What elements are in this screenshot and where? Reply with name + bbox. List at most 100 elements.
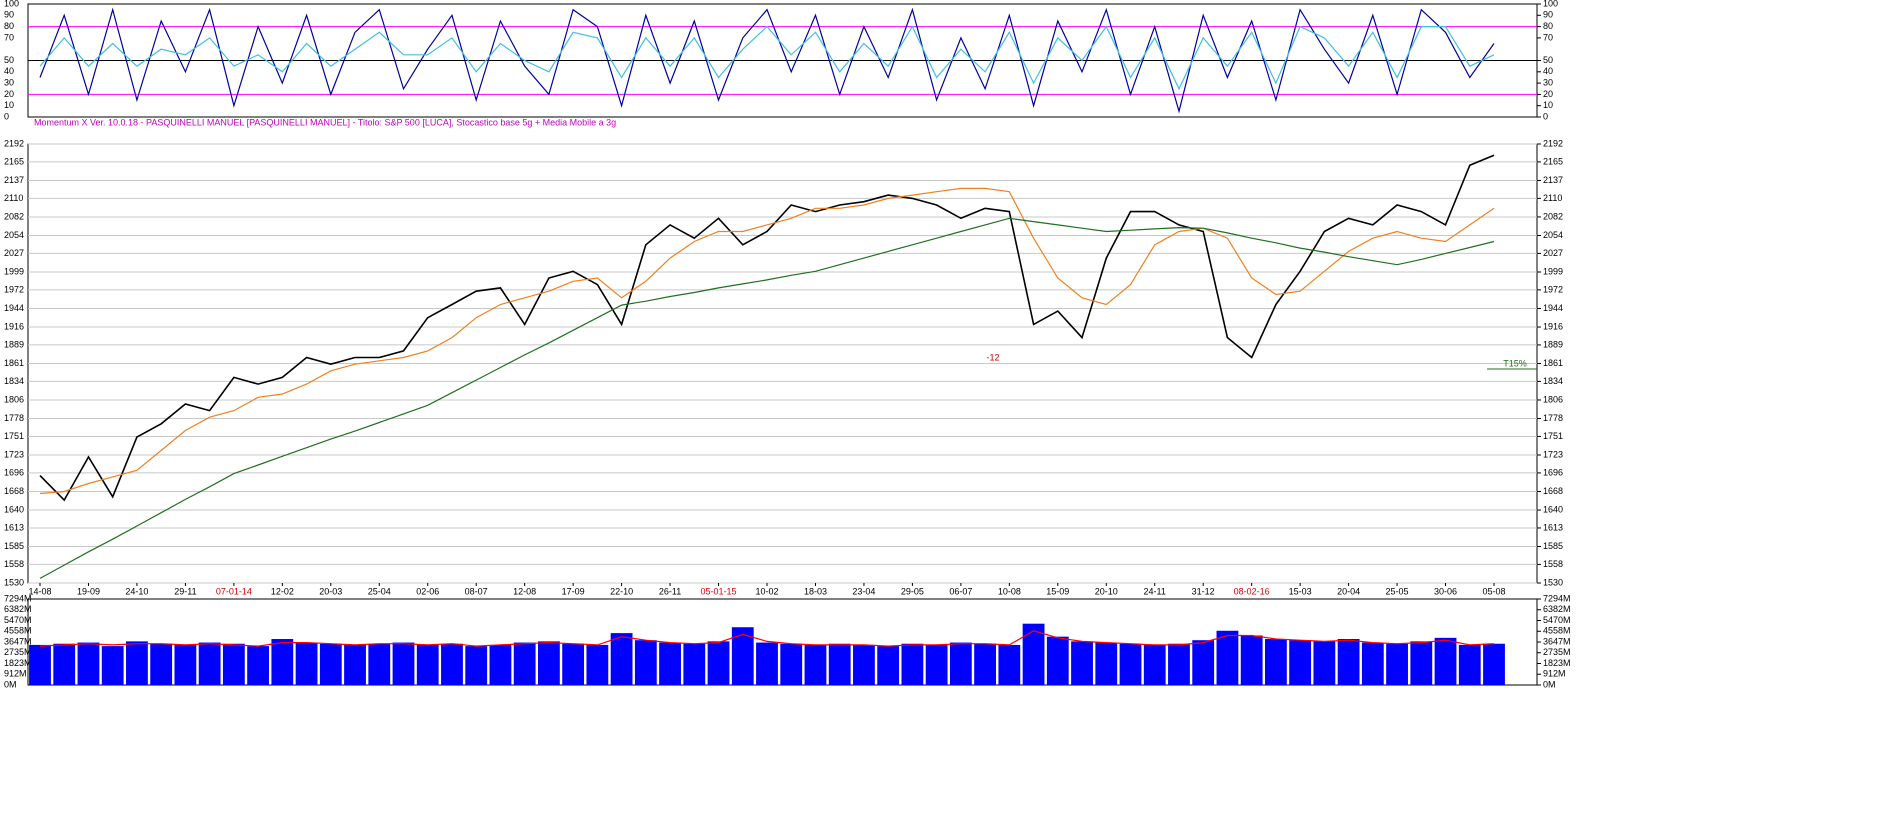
y-tick-label: 100 <box>1543 0 1558 8</box>
y-tick-label: 1889 <box>1543 339 1563 349</box>
x-tick-label: 07-01-14 <box>216 586 252 596</box>
volume-bar <box>126 641 148 685</box>
y-tick-label: 2054 <box>4 230 24 240</box>
series-line <box>39 25 1495 91</box>
y-tick-label: 1916 <box>1543 321 1563 331</box>
x-tick-label: 17-09 <box>562 586 585 596</box>
y-tick-label: 5470M <box>4 615 32 625</box>
x-tick-label: 20-03 <box>319 586 342 596</box>
x-tick-label: 15-03 <box>1289 586 1312 596</box>
y-tick-label: 1530 <box>1543 577 1563 587</box>
annotation: T15% <box>1503 358 1527 368</box>
x-tick-label: 14-08 <box>28 586 51 596</box>
y-tick-label: 30 <box>4 77 14 87</box>
volume-bar <box>949 642 972 685</box>
series-line <box>39 154 1495 502</box>
y-tick-label: 10 <box>4 100 14 110</box>
y-tick-label: 1944 <box>4 303 24 313</box>
series-line <box>39 187 1495 495</box>
volume-bar <box>392 642 415 685</box>
x-tick-label: 05-08 <box>1482 586 1505 596</box>
y-tick-label: 3647M <box>1543 636 1571 646</box>
y-tick-label: 1751 <box>4 431 24 441</box>
y-tick-label: 100 <box>4 0 19 8</box>
volume-bar <box>853 644 875 685</box>
x-tick-label: 18-03 <box>804 586 827 596</box>
y-tick-label: 70 <box>1543 32 1553 42</box>
volume-bar <box>174 644 197 685</box>
y-tick-label: 50 <box>1543 55 1553 65</box>
x-tick-label: 31-12 <box>1192 586 1215 596</box>
volume-bar <box>1289 640 1312 685</box>
y-tick-label: 1723 <box>1543 449 1563 459</box>
y-tick-label: 1823M <box>4 658 32 668</box>
y-tick-label: 7294M <box>1543 593 1571 603</box>
y-tick-label: 2735M <box>1543 647 1571 657</box>
volume-bar <box>513 642 536 685</box>
y-tick-label: 2735M <box>4 647 32 657</box>
volume-bar <box>150 643 173 685</box>
y-tick-label: 1640 <box>4 504 24 514</box>
x-tick-label: 20-10 <box>1095 586 1118 596</box>
y-tick-label: 4558M <box>4 626 32 636</box>
volume-bar <box>537 641 560 685</box>
y-tick-label: 1916 <box>4 321 24 331</box>
y-tick-label: 1558 <box>1543 559 1563 569</box>
volume-bar <box>901 643 924 685</box>
x-tick-label: 29-05 <box>901 586 924 596</box>
x-tick-label: 24-11 <box>1144 586 1166 596</box>
x-tick-label: 20-04 <box>1337 586 1360 596</box>
x-tick-label: 23-04 <box>852 586 875 596</box>
y-tick-label: 4558M <box>1543 626 1571 636</box>
volume-bar <box>1119 643 1142 685</box>
volume-bar <box>77 642 100 685</box>
x-tick-label: 26-11 <box>659 586 681 596</box>
y-tick-label: 5470M <box>1543 615 1571 625</box>
y-tick-label: 912M <box>4 669 27 679</box>
volume-bar <box>1264 639 1287 685</box>
volume-bar <box>1337 639 1360 685</box>
volume-bar <box>1386 643 1408 685</box>
volume-bar <box>295 642 318 685</box>
series-line <box>39 217 1495 579</box>
volume-bar <box>562 643 585 685</box>
volume-bar <box>319 643 342 685</box>
volume-bar <box>659 642 681 685</box>
y-tick-label: 10 <box>1543 100 1553 110</box>
volume-bar <box>1071 641 1093 685</box>
volume-bar <box>1168 643 1190 685</box>
volume-bar <box>998 644 1021 685</box>
volume-bar <box>877 646 900 685</box>
volume-bar <box>222 643 245 685</box>
x-tick-label: 24-10 <box>125 586 148 596</box>
y-tick-label: 30 <box>1543 77 1553 87</box>
y-tick-label: 1889 <box>4 339 24 349</box>
x-tick-label: 25-04 <box>368 586 391 596</box>
y-tick-label: 70 <box>4 32 14 42</box>
info-line: Momentum X Ver. 10.0.18 - PASQUINELLI MA… <box>34 117 616 127</box>
y-tick-label: 1823M <box>1543 658 1571 668</box>
volume-bar <box>29 644 51 685</box>
y-tick-label: 1723 <box>4 449 24 459</box>
y-tick-label: 1806 <box>1543 394 1563 404</box>
y-tick-label: 0 <box>1543 111 1548 121</box>
y-tick-label: 1999 <box>1543 266 1563 276</box>
volume-bar <box>1361 642 1384 685</box>
volume-bar <box>1143 644 1166 685</box>
volume-bar <box>804 644 827 685</box>
volume-bar <box>465 646 488 685</box>
volume-bar <box>974 643 997 685</box>
y-tick-label: 0M <box>4 679 17 689</box>
x-tick-label: 12-08 <box>513 586 536 596</box>
x-tick-label: 15-09 <box>1046 586 1069 596</box>
volume-bar <box>1434 637 1457 685</box>
x-tick-label: 10-02 <box>755 586 778 596</box>
y-tick-label: 40 <box>1543 66 1553 76</box>
x-tick-label: 05-01-15 <box>701 586 737 596</box>
y-tick-label: 1861 <box>1543 358 1563 368</box>
volume-bar <box>416 644 439 685</box>
y-tick-label: 2192 <box>4 138 24 148</box>
volume-bar <box>828 643 851 685</box>
y-tick-label: 2054 <box>1543 230 1563 240</box>
